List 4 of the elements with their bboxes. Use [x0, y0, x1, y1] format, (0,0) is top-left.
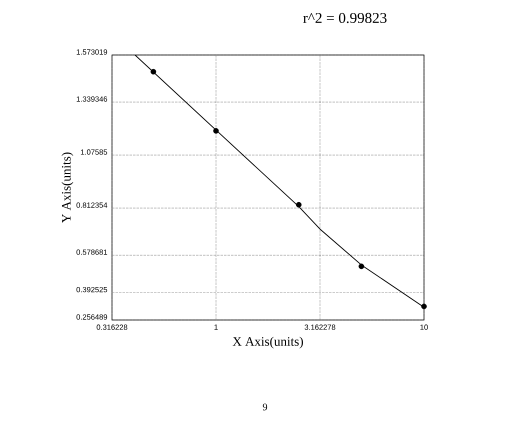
x-axis-title: X Axis(units) — [232, 336, 303, 348]
chart-title: r^2 = 0.99823 — [303, 12, 387, 24]
text: 9 — [262, 404, 268, 410]
y-axis-title: Y Axis(units) — [62, 152, 74, 223]
